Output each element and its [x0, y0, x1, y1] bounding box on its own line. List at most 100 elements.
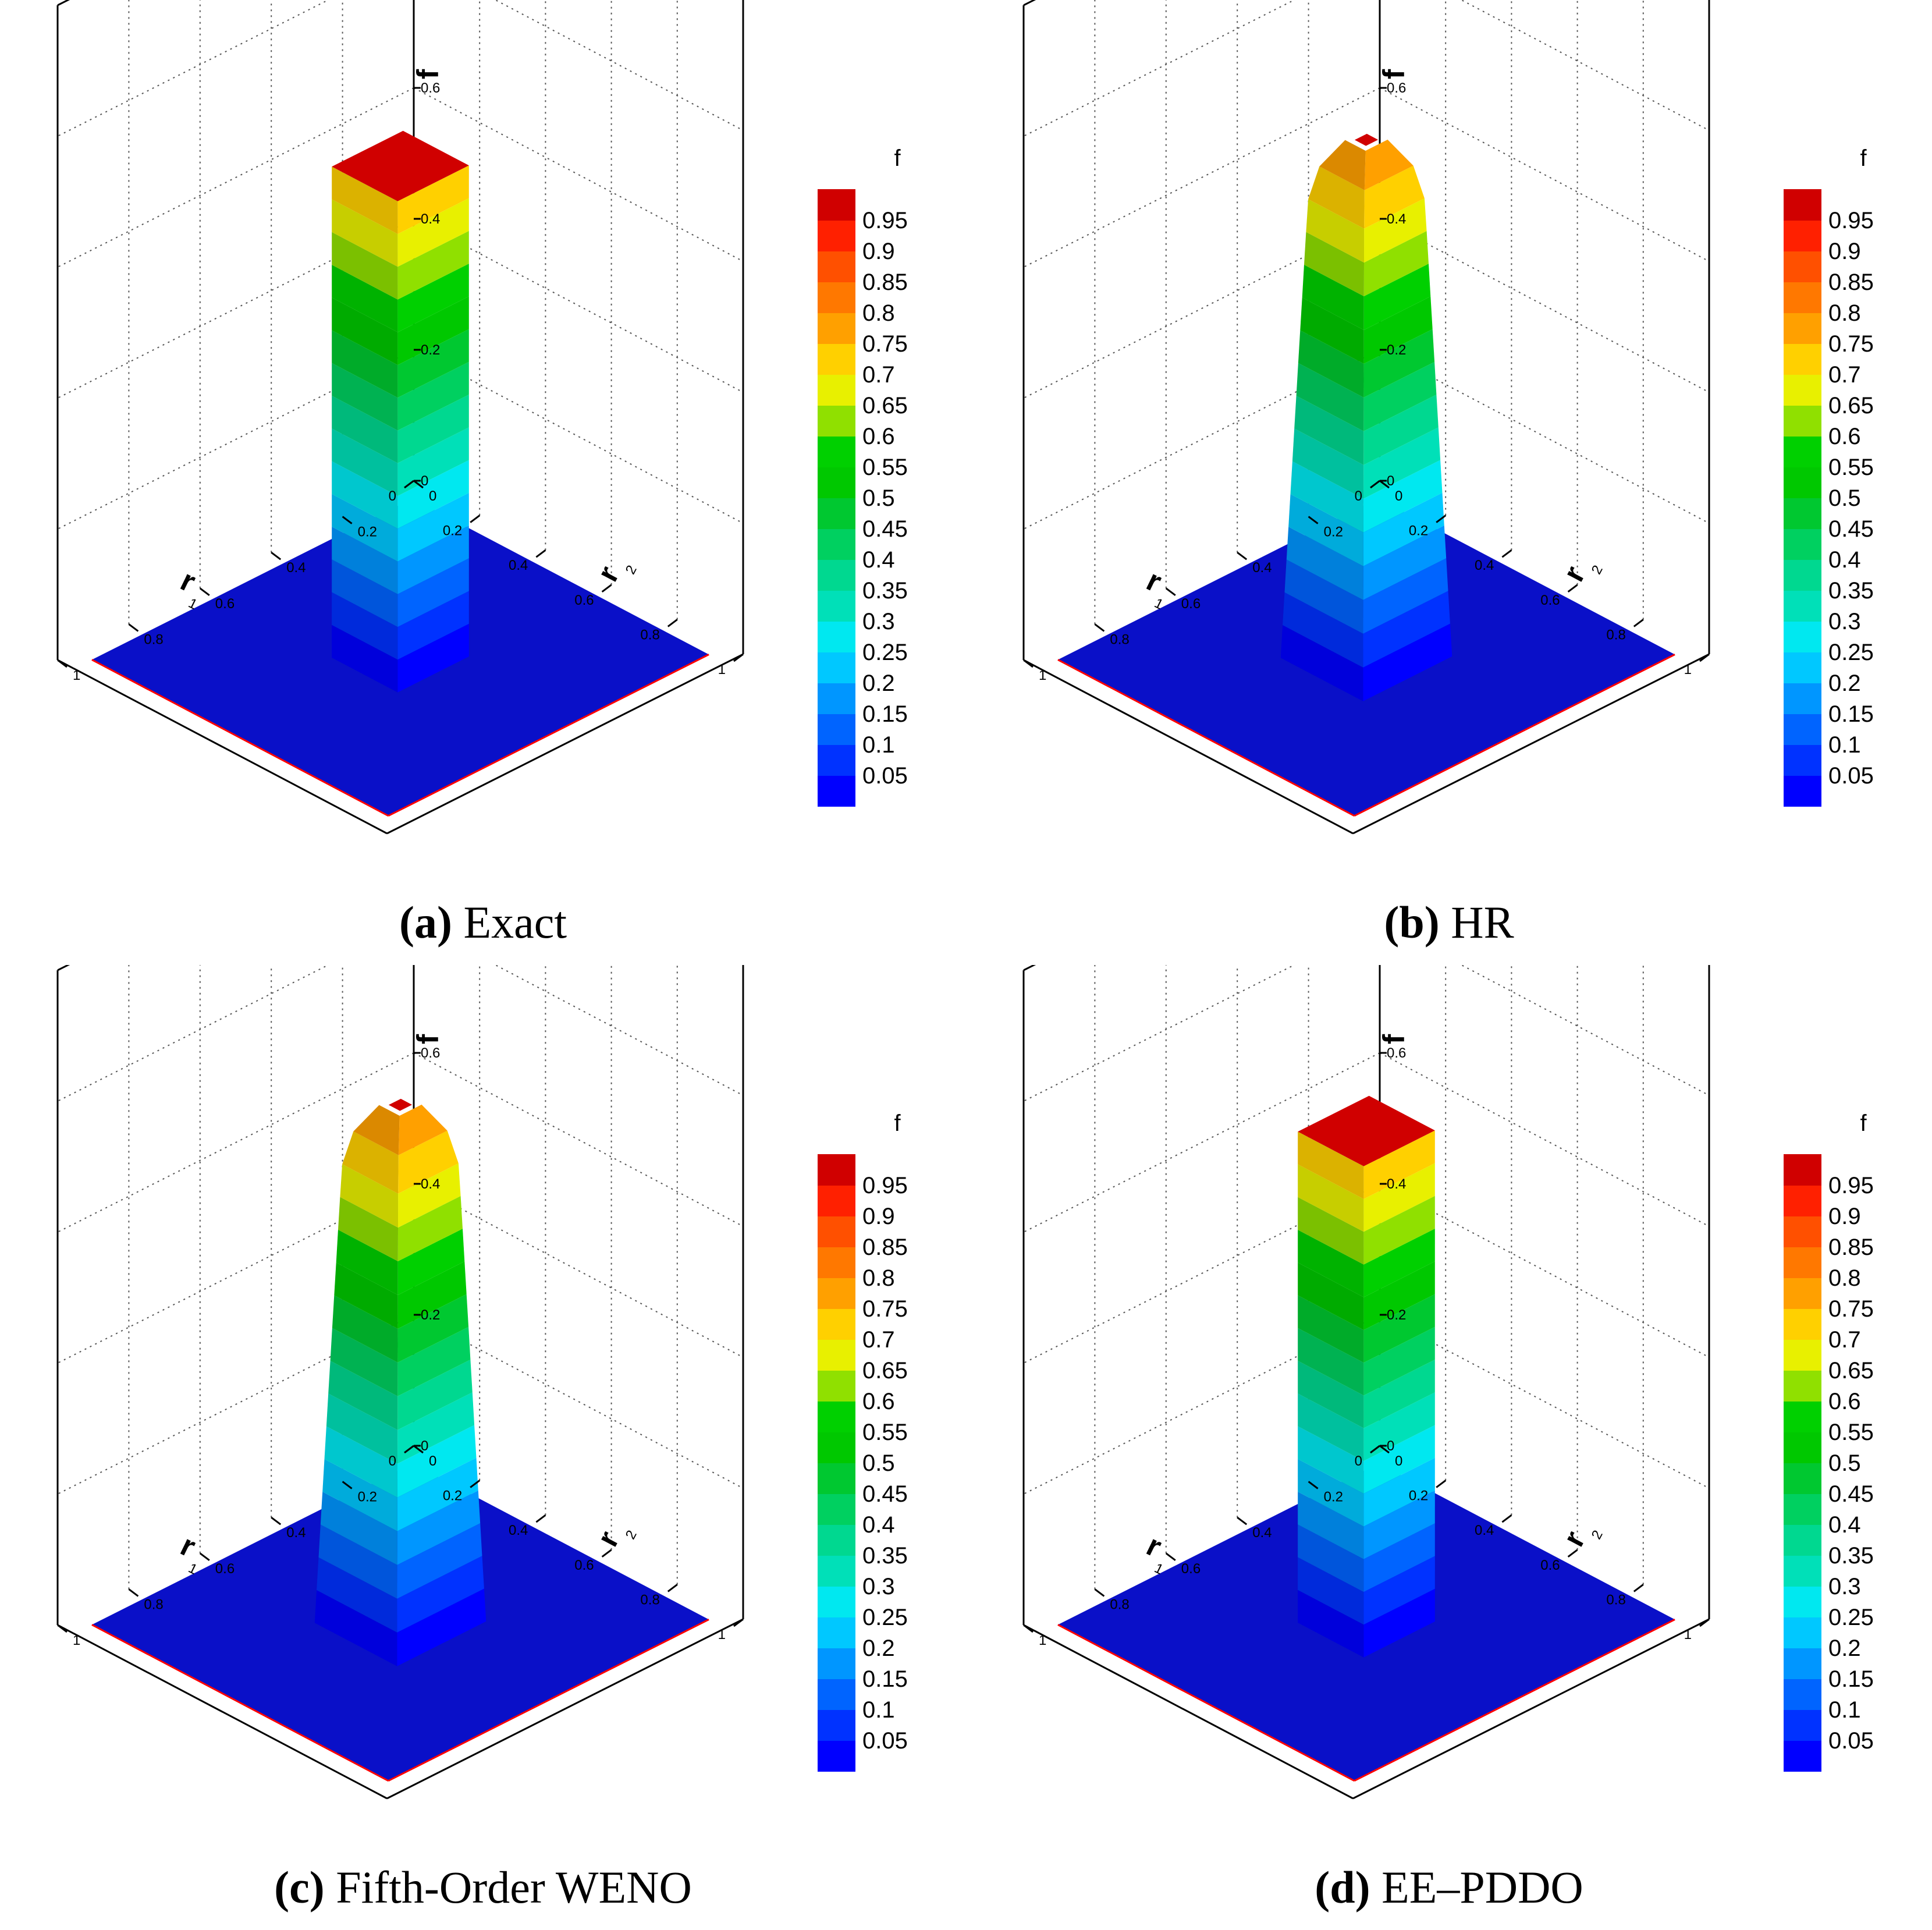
- colorbar-swatch: [1784, 528, 1821, 560]
- y-tick-label: 1: [718, 1627, 726, 1642]
- y-tick-label: 0.2: [1409, 1488, 1428, 1504]
- x-tick-mark: [413, 480, 424, 489]
- colorbar-level-label: 0.5: [1828, 485, 1861, 511]
- surface-band-shade: [332, 559, 398, 627]
- y-tick-label: 0.8: [1606, 627, 1625, 643]
- x-tick-label: 0.4: [1252, 1525, 1272, 1541]
- x-tick-label: 0.4: [286, 1525, 306, 1541]
- colorbar-level-label: 0.8: [1828, 300, 1861, 326]
- surface-band-right: [1298, 1524, 1364, 1592]
- axis-frame-line: [57, 659, 388, 835]
- colorbar-swatch: [818, 683, 855, 714]
- x-tick-label: 0.2: [358, 524, 377, 540]
- colorbar-level-label: 0.4: [862, 1512, 895, 1538]
- surface-band-right: [332, 199, 398, 267]
- surface-band-right: [1319, 140, 1366, 190]
- z-axis-label: f: [1377, 69, 1411, 79]
- colorbar-swatch: [1784, 652, 1821, 683]
- x-axis-label: r: [175, 563, 201, 599]
- y-tick-label: 0.4: [1475, 1523, 1494, 1538]
- surface-band-left: [1363, 361, 1437, 431]
- surface-band-left: [1363, 329, 1435, 398]
- surface-band-left: [1363, 264, 1431, 330]
- z-tick-label: 0.2: [1387, 342, 1406, 358]
- surface-band-right: [317, 1557, 397, 1633]
- surface-top-face: [1298, 1095, 1435, 1166]
- colorbar-level-label: 0.1: [862, 1697, 895, 1723]
- surface-band-left: [1363, 1491, 1435, 1559]
- x-tick-mark: [1023, 1624, 1034, 1633]
- colorbar-swatch: [1784, 1555, 1821, 1587]
- y-tick-mark: [404, 480, 414, 489]
- x-tick-mark: [1308, 516, 1319, 524]
- colorbar-level-label: 0.15: [1828, 1666, 1874, 1692]
- surface-band-right: [332, 1295, 398, 1363]
- surface-band-right: [326, 1393, 398, 1464]
- surface-edge: [388, 1619, 709, 1782]
- surface-band-right: [1298, 1230, 1364, 1297]
- surface-top-face: [1354, 133, 1379, 146]
- axis-frame-line: [57, 965, 70, 971]
- surface-band-right: [332, 527, 398, 594]
- colorbar-swatch: [818, 343, 855, 375]
- axis-frame-line: [1023, 0, 1036, 6]
- grid-line: [57, 965, 330, 1102]
- colorbar-swatch: [1784, 1493, 1821, 1525]
- surface-band-left: [397, 1490, 481, 1565]
- colorbar-level-label: 0.75: [862, 331, 908, 357]
- y-tick-mark: [470, 1480, 481, 1488]
- caption-a: (a) Exact: [0, 896, 966, 949]
- surface-band-right: [1294, 396, 1364, 465]
- surface-band-left: [1363, 1195, 1435, 1265]
- x-tick-label: 1: [1039, 668, 1046, 683]
- grid-line: [1023, 1183, 1380, 1364]
- colorbar-level-label: 0.85: [862, 269, 908, 295]
- chart-panel-a: 0 0.2 0.4 0.6 0.8 1 0 0.2 0.4 0.6 0.8 1 0 0.2 0.4 0.6 0.…: [0, 0, 966, 965]
- y-tick-mark: [1699, 653, 1710, 662]
- y-tick-mark: [733, 1618, 744, 1627]
- surface-band-left: [1364, 165, 1425, 229]
- x-tick-mark: [1165, 587, 1176, 596]
- x-tick-mark: [1237, 1517, 1248, 1525]
- x-tick-mark: [1165, 1552, 1176, 1561]
- colorbar-swatch: [1784, 1339, 1821, 1371]
- y-tick-label: 0.4: [1475, 558, 1494, 573]
- surface-band-right: [332, 330, 398, 398]
- grid-line: [1023, 1314, 1380, 1495]
- x-tick-mark: [199, 1552, 210, 1561]
- colorbar-swatch: [1784, 1154, 1821, 1186]
- surface-band-left: [397, 460, 469, 529]
- surface-band-shade: [353, 1105, 400, 1155]
- caption-c: (c) Fifth-Order WENO: [0, 1861, 966, 1914]
- colorbar-level-label: 0.25: [1828, 1605, 1874, 1630]
- surface-band-shade: [1294, 396, 1364, 465]
- z-tick-label: 0.2: [421, 342, 440, 358]
- colorbar-level-label: 0.95: [1828, 1173, 1874, 1198]
- colorbar-level-label: 0.7: [862, 362, 895, 388]
- y-tick-label: 0.2: [443, 523, 462, 539]
- surface-plot-d: 0 0.2 0.4 0.6 0.8 1 0 0.2 0.4 0.6 0.8 1 0 0.2 0.4 0.6 0.…: [1022, 965, 1874, 1800]
- colorbar-level-label: 0.6: [1828, 1389, 1861, 1414]
- grid-line: [413, 1052, 744, 1227]
- colorbar-swatch: [818, 1154, 855, 1186]
- x-tick-label: 1: [1039, 1633, 1046, 1648]
- x-tick-label: 0: [429, 488, 436, 504]
- surface-band-shade: [1292, 428, 1364, 499]
- colorbar-level-label: 0.75: [862, 1296, 908, 1322]
- surface-band-left: [1363, 230, 1429, 296]
- surface-band-shade: [1298, 1131, 1364, 1200]
- colorbar-swatch: [1784, 1679, 1821, 1710]
- x-tick-mark: [1308, 1481, 1319, 1489]
- colorbar-level-label: 0.45: [1828, 1481, 1874, 1507]
- colorbar-level-label: 0.1: [1828, 732, 1861, 758]
- surface-band-shade: [1298, 1426, 1364, 1494]
- x-tick-label: 0: [429, 1453, 436, 1469]
- caption-text: Exact: [452, 897, 567, 948]
- surface-band-right: [1298, 330, 1364, 398]
- surface-band-left: [397, 591, 469, 660]
- surface-band-right: [332, 363, 398, 431]
- surface-band-left: [1363, 1229, 1435, 1297]
- colorbar-title: f: [894, 146, 901, 171]
- colorbar-level-label: 0.15: [1828, 701, 1874, 727]
- colorbar-swatch: [818, 282, 855, 313]
